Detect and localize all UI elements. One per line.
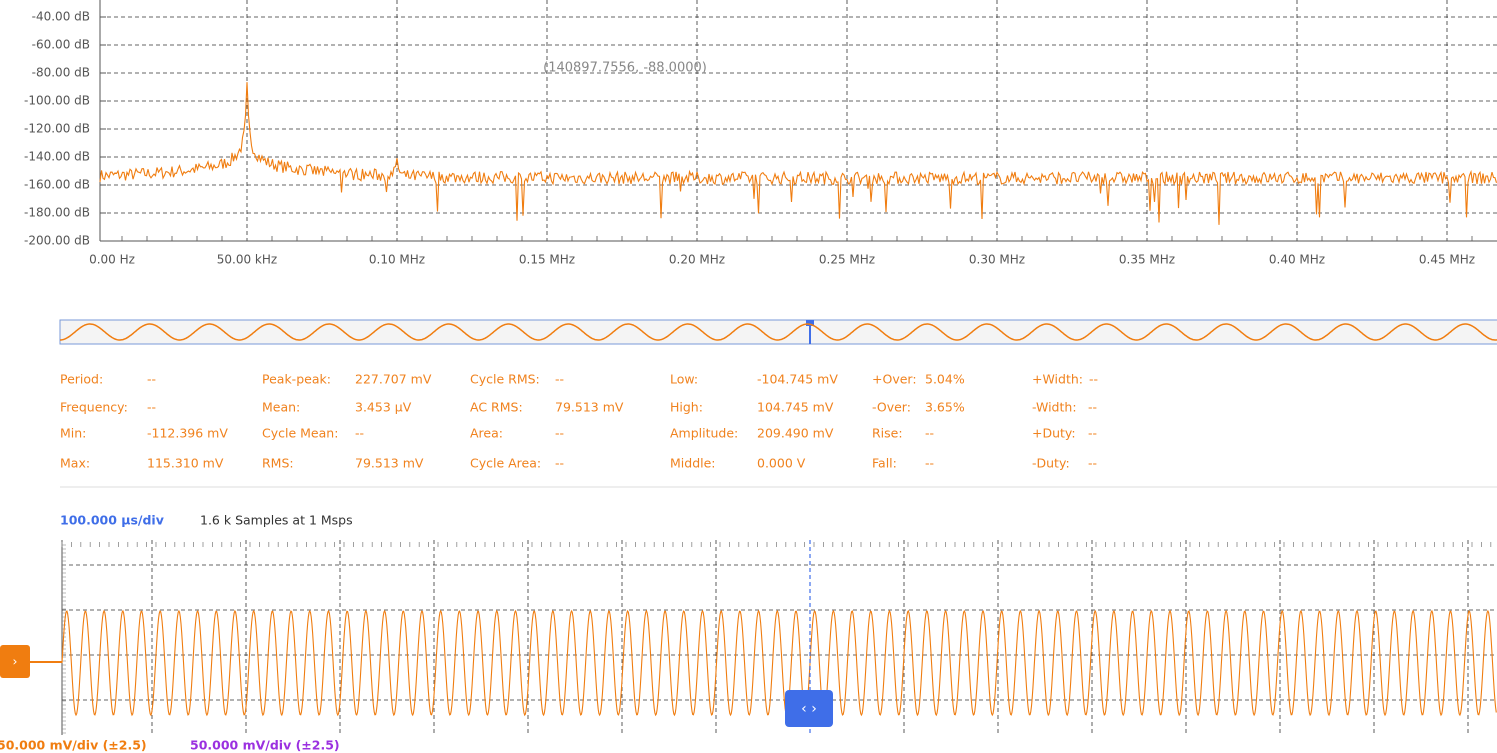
measurement-label: -Duty: [1032,456,1070,471]
x-tick-label: 0.25 MHz [819,253,875,267]
measurement-label: Period: [60,372,103,387]
measurement-label: AC RMS: [470,400,523,415]
measurement-value: 115.310 mV [147,456,224,471]
y-tick-label: -60.00 dB [32,38,90,52]
scope-grid [61,540,1497,735]
y-tick-label: -100.00 dB [24,94,90,108]
measurement-value: -- [555,426,564,441]
y-tick-label: -160.00 dB [24,178,90,192]
measurement-value: -- [355,426,364,441]
measurement-label: Area: [470,426,503,441]
measurement-label: Low: [670,372,698,387]
measurement-label: Rise: [872,426,903,441]
y-tick-label: -80.00 dB [32,66,90,80]
scope-trace [61,609,1497,717]
measurement-label: Fall: [872,456,897,471]
measurement-label: +Width: [1032,372,1083,387]
measurement-value: -- [1089,372,1098,387]
measurement-label: Frequency: [60,400,128,415]
x-tick-label: 0.00 Hz [89,253,135,267]
channel-marker-icon: › [13,654,18,669]
measurement-value: -- [555,456,564,471]
measurement-label: High: [670,400,703,415]
measurement-label: Peak-peak: [262,372,331,387]
cursor-handle-icon: ‹ › [801,701,817,717]
y-tick-label: -140.00 dB [24,150,90,164]
measurement-value: 227.707 mV [355,372,432,387]
measurement-value: 79.513 mV [355,456,424,471]
measurement-value: -- [925,456,934,471]
navigator-trace [60,323,1497,341]
x-tick-label: 0.20 MHz [669,253,725,267]
spectrum-trace [99,82,1497,225]
measurement-label: RMS: [262,456,294,471]
measurement-label: Cycle RMS: [470,372,540,387]
measurement-value: 79.513 mV [555,400,624,415]
x-tick-label: 0.40 MHz [1269,253,1325,267]
sample-info: 1.6 k Samples at 1 Msps [200,513,353,528]
x-tick-label: 0.15 MHz [519,253,575,267]
measurement-value: -104.745 mV [757,372,838,387]
measurement-value: -- [1088,456,1097,471]
measurement-value: 3.65% [925,400,965,415]
timebase-scale[interactable]: 100.000 µs/div [60,513,164,528]
measurement-value: -112.396 mV [147,426,228,441]
cursor-handle[interactable] [785,690,833,727]
measurement-value: 5.04% [925,372,965,387]
measurement-value: -- [147,372,156,387]
x-tick-label: 0.30 MHz [969,253,1025,267]
measurement-value: -- [1088,400,1097,415]
channel-a-scale[interactable]: 50.000 mV/div (±2.5) [0,738,147,753]
measurement-label: -Over: [872,400,911,415]
measurement-value: -- [1088,426,1097,441]
measurement-label: Max: [60,456,90,471]
y-tick-label: -120.00 dB [24,122,90,136]
x-tick-label: 0.35 MHz [1119,253,1175,267]
x-tick-label: 0.45 MHz [1419,253,1475,267]
measurement-label: +Duty: [1032,426,1076,441]
navigator-handle[interactable] [806,320,814,326]
measurement-label: Cycle Area: [470,456,541,471]
measurement-value: -- [147,400,156,415]
channel-marker[interactable] [0,645,30,678]
measurement-value: 0.000 V [757,456,806,471]
y-tick-label: -180.00 dB [24,206,90,220]
measurement-label: Cycle Mean: [262,426,338,441]
channel-b-scale[interactable]: 50.000 mV/div (±2.5) [190,738,340,753]
measurement-label: Min: [60,426,86,441]
measurement-value: 209.490 mV [757,426,834,441]
y-tick-label: -40.00 dB [32,10,90,24]
measurement-label: Mean: [262,400,300,415]
measurement-value: -- [555,372,564,387]
cursor-readout: (140897.7556, -88.0000) [543,61,707,76]
y-tick-label: -200.00 dB [24,234,90,248]
measurement-label: +Over: [872,372,917,387]
measurement-value: -- [925,426,934,441]
measurement-label: Amplitude: [670,426,738,441]
x-tick-label: 0.10 MHz [369,253,425,267]
measurement-label: -Width: [1032,400,1077,415]
measurement-value: 104.745 mV [757,400,834,415]
x-tick-label: 50.00 kHz [217,253,277,267]
measurement-value: 3.453 µV [355,400,412,415]
measurement-label: Middle: [670,456,716,471]
